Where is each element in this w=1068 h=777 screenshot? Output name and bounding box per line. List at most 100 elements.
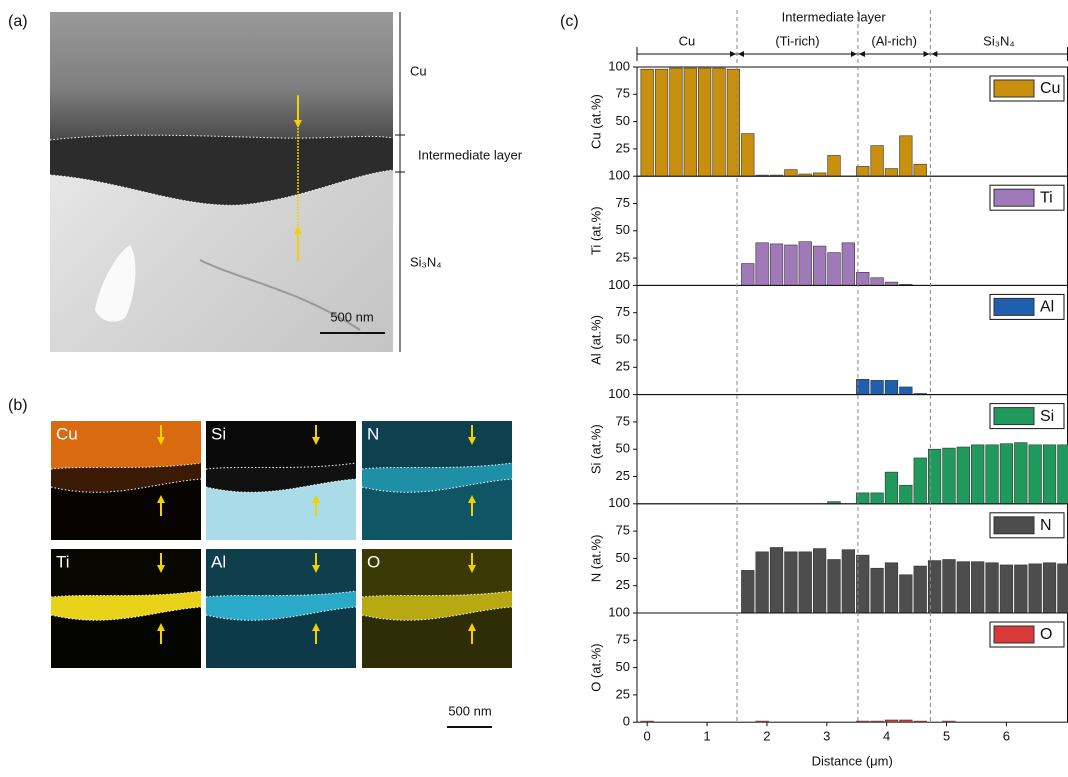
legend-label: Si	[1040, 408, 1054, 425]
y-tick-label: 25	[616, 250, 630, 265]
y-axis-label: O (at.%)	[588, 643, 603, 691]
panel-label: (a)	[8, 13, 28, 30]
map-top	[206, 421, 356, 469]
bar	[1043, 445, 1056, 504]
legend-swatch	[994, 408, 1034, 425]
y-tick-label: 25	[616, 468, 630, 483]
y-axis-label: Cu (at.%)	[588, 94, 603, 149]
legend-label: Ti	[1040, 189, 1053, 206]
y-tick-label: 75	[616, 195, 630, 210]
bar	[785, 245, 798, 285]
bar	[1000, 565, 1013, 613]
panel-label: (b)	[8, 397, 28, 414]
bar	[871, 721, 884, 722]
bar	[842, 243, 855, 286]
bar	[885, 563, 898, 613]
bar	[871, 568, 884, 613]
legend-label: O	[1040, 626, 1052, 643]
x-tick-label: 5	[943, 729, 950, 744]
zone-label: Si₃N₄	[983, 33, 1015, 48]
scale-bar-label: 500 nm	[448, 703, 491, 718]
y-tick-label: 100	[608, 495, 630, 510]
bar	[684, 68, 697, 176]
scale-bar-label: 500 nm	[330, 309, 373, 324]
bar	[741, 570, 754, 613]
x-tick-label: 2	[763, 729, 770, 744]
y-tick-label: 50	[616, 441, 630, 456]
bar	[785, 552, 798, 613]
bar	[914, 721, 927, 722]
bar	[799, 552, 812, 613]
bar	[900, 485, 913, 504]
bar	[670, 68, 683, 176]
bar	[727, 69, 740, 176]
legend-label: Al	[1040, 299, 1054, 316]
bar	[741, 134, 754, 177]
bar	[770, 547, 783, 613]
y-tick-label: 25	[616, 359, 630, 374]
bar	[828, 155, 841, 176]
bar	[1014, 565, 1027, 613]
legend-swatch	[994, 80, 1034, 97]
zone-group-label: Intermediate layer	[782, 9, 887, 24]
bar	[914, 458, 927, 504]
y-tick-label: 50	[616, 113, 630, 128]
bar	[1058, 564, 1068, 613]
bar	[713, 68, 726, 176]
y-tick-label: 75	[616, 86, 630, 101]
y-tick-label: 100	[608, 168, 630, 183]
bar	[885, 380, 898, 394]
y-tick-label: 25	[616, 686, 630, 701]
x-tick-label: 6	[1003, 729, 1010, 744]
legend-swatch	[994, 189, 1034, 206]
legend-swatch	[994, 517, 1034, 534]
zone-label: (Ti-rich)	[775, 33, 819, 48]
bar	[943, 559, 956, 613]
map-top	[362, 549, 512, 597]
map-label: N	[367, 424, 379, 443]
x-tick-label: 1	[703, 729, 710, 744]
map-top	[51, 549, 201, 597]
bar	[885, 169, 898, 177]
bar	[756, 721, 769, 722]
panel-label: (c)	[560, 13, 579, 30]
bar	[957, 562, 970, 613]
y-axis-label: N (at.%)	[588, 535, 603, 583]
bar	[871, 146, 884, 177]
bar	[957, 447, 970, 504]
map-label: Cu	[56, 424, 78, 443]
x-axis-label: Distance (μm)	[812, 753, 893, 768]
bar	[641, 721, 654, 722]
y-tick-label: 50	[616, 659, 630, 674]
map-label: O	[367, 552, 380, 571]
y-axis-label: Ti (at.%)	[588, 206, 603, 255]
y-tick-label: 50	[616, 331, 630, 346]
legend-label: N	[1040, 517, 1052, 534]
y-tick-label: 25	[616, 577, 630, 592]
tem-image	[50, 12, 393, 352]
y-tick-label: 100	[608, 58, 630, 73]
bar	[770, 244, 783, 285]
bar	[986, 563, 999, 613]
legend-swatch	[994, 626, 1034, 643]
y-axis-label: Si (at.%)	[588, 424, 603, 474]
y-tick-label: 50	[616, 222, 630, 237]
y-tick-label: 75	[616, 413, 630, 428]
figure: (a) Cu Intermediate layer Si₃N₄ 500 nm (…	[0, 0, 1068, 772]
bar	[741, 264, 754, 286]
bar	[1014, 443, 1027, 504]
bar	[885, 720, 898, 722]
bar	[971, 562, 984, 613]
bar	[756, 552, 769, 613]
bar	[914, 566, 927, 613]
map-top	[206, 549, 356, 597]
y-tick-label: 100	[608, 604, 630, 619]
bar	[756, 243, 769, 286]
x-tick-label: 0	[644, 729, 651, 744]
bar	[900, 720, 913, 722]
zone-label: Cu	[679, 33, 696, 48]
layer-label: Cu	[410, 63, 427, 78]
y-tick-label: 25	[616, 140, 630, 155]
bar	[943, 448, 956, 504]
